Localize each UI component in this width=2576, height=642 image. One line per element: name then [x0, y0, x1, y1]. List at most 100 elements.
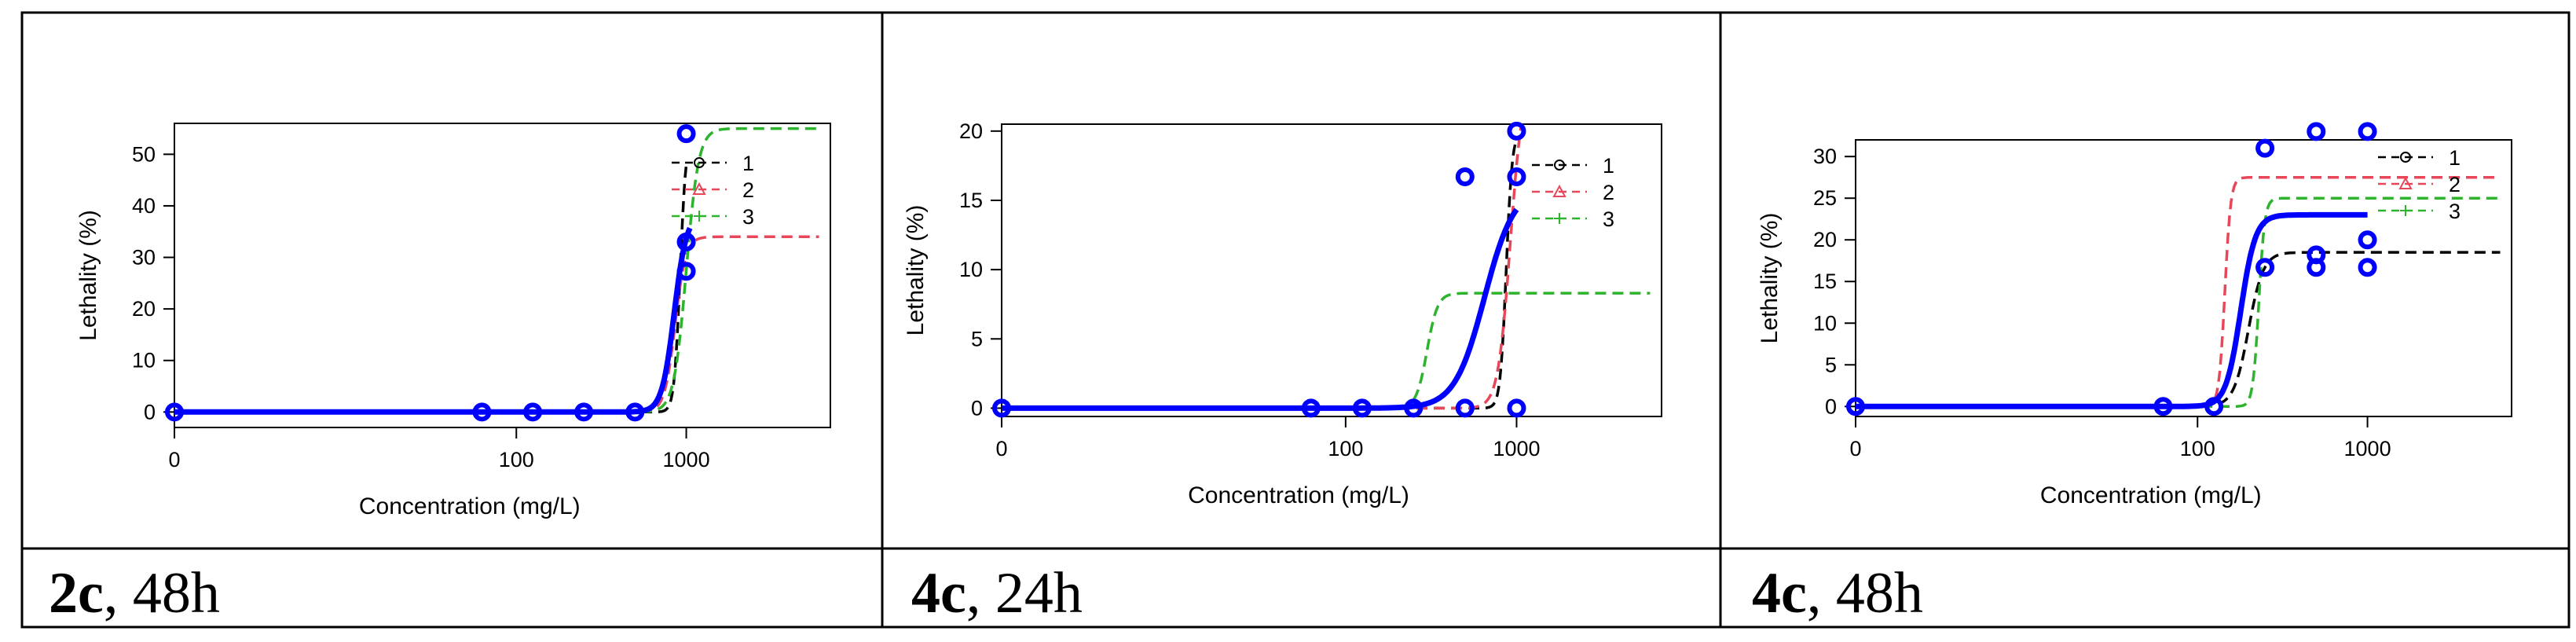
caption-time: , 48h [103, 560, 220, 625]
y-axis: 0 10 20 30 40 50 [132, 142, 174, 424]
legend-2-label: 2 [742, 178, 754, 202]
data-point [2307, 258, 2326, 277]
series-3-line [1856, 196, 2501, 409]
legend-2-marker [2398, 176, 2413, 189]
fit-line [1002, 207, 1519, 411]
caption-time: , 24h [966, 560, 1083, 625]
model-curves [1856, 175, 2501, 409]
x-axis: 0 100 1000 [1849, 416, 2391, 460]
data-point [574, 402, 594, 422]
legend-1-label: 1 [1603, 154, 1614, 178]
series-3-line [1002, 292, 1651, 410]
legend-2-marker [692, 182, 706, 195]
data-point [2153, 397, 2173, 416]
x-tick-label: 1000 [1493, 437, 1540, 460]
x-axis: 0 100 1000 [995, 416, 1541, 460]
legend: 1 2 3 [672, 152, 754, 229]
data-point [2255, 258, 2275, 277]
data-points [165, 124, 696, 422]
series-1-line [174, 164, 688, 414]
data-points [992, 121, 1526, 418]
data-point [165, 402, 184, 422]
data-point [2255, 138, 2275, 158]
plot-box [174, 123, 831, 428]
y-tick-label: 0 [144, 400, 156, 424]
data-point [676, 262, 696, 281]
plot-box [1855, 139, 2512, 417]
y-tick-label: 0 [971, 396, 983, 420]
data-point [992, 398, 1011, 418]
chart-panel-2c-48h: 0 100 1000 0 10 20 30 40 50 Concentration (mg/L) L… [75, 123, 831, 519]
data-point [2204, 397, 2224, 416]
y-tick-label: 20 [1813, 228, 1837, 251]
model-curves [1002, 124, 1651, 411]
y-tick-label: 15 [1813, 270, 1837, 293]
y-tick-label: 50 [132, 142, 156, 166]
legend: 1 2 3 [2378, 146, 2461, 223]
data-point [523, 402, 543, 422]
y-axis: 0 5 10 15 20 25 30 [1813, 145, 1856, 418]
legend-1-label: 1 [742, 152, 754, 175]
series-1-line [1002, 138, 1519, 410]
series-2-line [1002, 124, 1523, 410]
x-tick-label: 100 [1328, 437, 1363, 460]
data-point [1507, 167, 1526, 186]
y-tick-label: 10 [132, 349, 156, 372]
data-point [1507, 121, 1526, 141]
data-point [1507, 398, 1526, 418]
legend-3-label: 3 [2449, 200, 2461, 223]
y-tick-label: 30 [1813, 145, 1837, 168]
data-point [1846, 397, 1865, 416]
data-point [472, 402, 492, 422]
x-axis-label: Concentration (mg/L) [359, 493, 581, 519]
y-tick-label: 0 [1825, 394, 1837, 418]
caption-4c-48h: 4c, 48h [1752, 550, 1923, 636]
caption-compound: 2c [49, 560, 104, 625]
fit-line [1856, 211, 2368, 409]
chart-panel-4c-24h: 0 100 1000 0 5 10 15 20 Concentration (mg/L) Leth… [903, 119, 1662, 508]
y-tick-label: 5 [1825, 353, 1837, 376]
data-point [1455, 167, 1475, 186]
legend-1-label: 1 [2449, 146, 2461, 170]
x-tick-label: 100 [499, 448, 534, 471]
legend-3-marker [2400, 205, 2411, 216]
data-point [676, 232, 696, 251]
caption-time: , 48h [1806, 560, 1923, 625]
data-point [2358, 230, 2377, 250]
data-point [1352, 398, 1372, 418]
caption-4c-24h: 4c, 24h [911, 550, 1083, 636]
model-curves [174, 127, 819, 415]
x-axis-label: Concentration (mg/L) [1188, 482, 1409, 508]
x-tick-label: 0 [1849, 437, 1861, 460]
data-point [1455, 398, 1475, 418]
caption-compound: 4c [911, 560, 966, 625]
legend-2-label: 2 [1603, 181, 1614, 204]
y-tick-label: 20 [959, 119, 983, 143]
y-tick-label: 10 [959, 258, 983, 281]
y-tick-label: 30 [132, 246, 156, 270]
y-axis-label: Lethality (%) [75, 210, 101, 341]
legend: 1 2 3 [1532, 154, 1614, 231]
legend-2-label: 2 [2449, 173, 2461, 196]
y-tick-label: 25 [1813, 186, 1837, 210]
x-axis: 0 100 1000 [168, 427, 710, 471]
y-tick-label: 20 [132, 297, 156, 321]
data-point [2358, 122, 2377, 141]
legend-3-label: 3 [1603, 207, 1614, 231]
chart-panel-4c-48h: 0 100 1000 0 5 10 15 20 25 30 Concentration (mg/L)… [1757, 122, 2512, 508]
x-tick-label: 0 [168, 448, 180, 471]
legend-1-marker [2400, 152, 2411, 163]
table-border [20, 11, 2571, 629]
data-point [1404, 398, 1424, 418]
data-point [2307, 122, 2326, 141]
caption-2c-48h: 2c, 48h [49, 550, 220, 636]
legend-3-label: 3 [742, 205, 754, 229]
x-tick-label: 100 [2180, 437, 2215, 460]
legend-2-marker [1552, 184, 1566, 197]
y-axis-label: Lethality (%) [1757, 213, 1783, 344]
y-tick-label: 5 [971, 327, 983, 350]
data-point [625, 402, 645, 422]
caption-compound: 4c [1752, 560, 1807, 625]
x-tick-label: 1000 [2344, 437, 2391, 460]
